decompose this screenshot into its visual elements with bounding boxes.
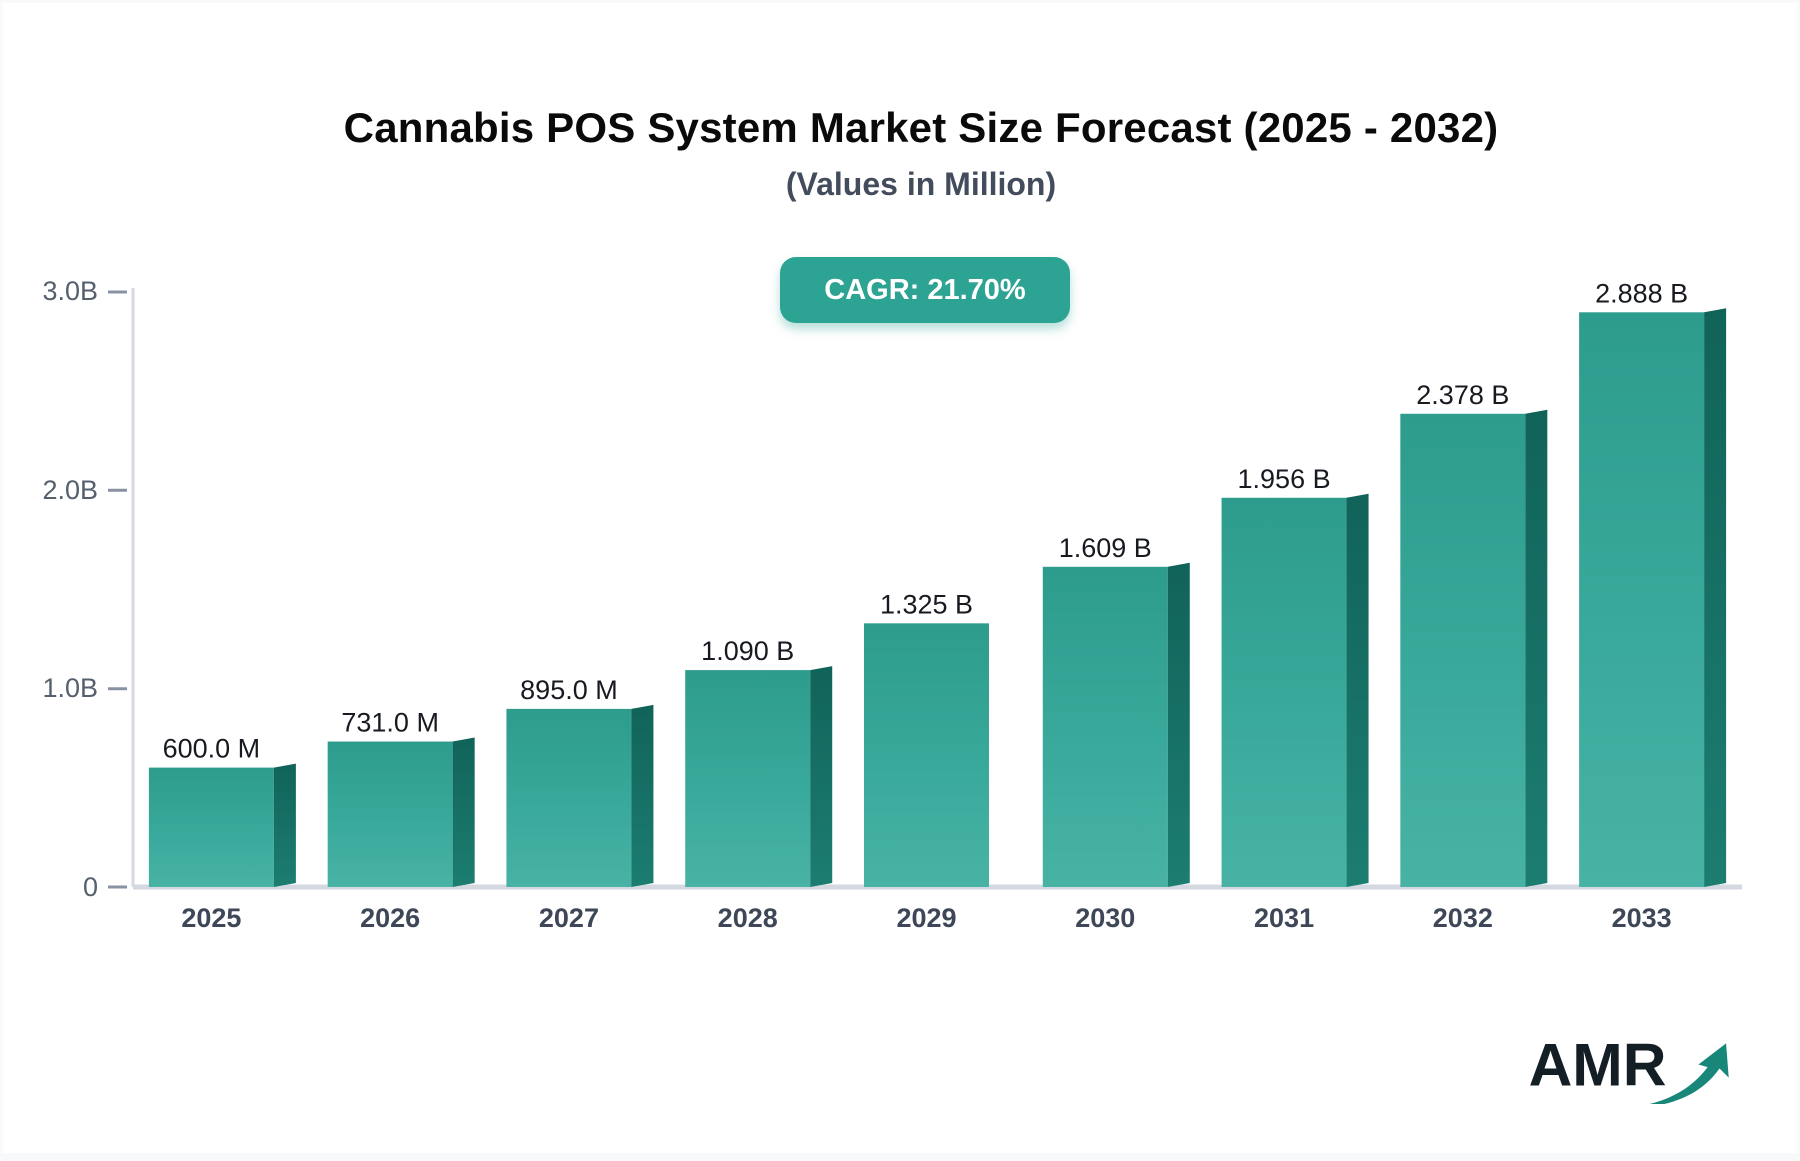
svg-text:600.0 M: 600.0 M (163, 734, 261, 764)
svg-text:2031: 2031 (1254, 903, 1314, 933)
svg-text:895.0 M: 895.0 M (520, 675, 618, 705)
svg-text:2.888 B: 2.888 B (1595, 278, 1688, 308)
svg-text:2026: 2026 (360, 903, 420, 933)
svg-text:2029: 2029 (896, 903, 956, 933)
svg-text:1.956 B: 1.956 B (1238, 464, 1331, 494)
svg-text:1.325 B: 1.325 B (880, 589, 973, 619)
svg-text:1.090 B: 1.090 B (701, 636, 794, 666)
svg-text:731.0 M: 731.0 M (341, 708, 439, 738)
svg-text:2.0B: 2.0B (42, 475, 98, 505)
svg-text:2028: 2028 (718, 903, 778, 933)
svg-text:3.0B: 3.0B (42, 276, 98, 306)
svg-text:2032: 2032 (1433, 903, 1493, 933)
svg-text:2033: 2033 (1612, 903, 1672, 933)
svg-text:AMR: AMR (1529, 1031, 1667, 1099)
svg-text:0: 0 (83, 872, 98, 902)
svg-text:2.378 B: 2.378 B (1416, 380, 1509, 410)
svg-text:2030: 2030 (1075, 903, 1135, 933)
svg-text:2025: 2025 (181, 903, 241, 933)
svg-text:2027: 2027 (539, 903, 599, 933)
svg-text:1.0B: 1.0B (42, 673, 98, 703)
svg-text:1.609 B: 1.609 B (1059, 533, 1152, 563)
